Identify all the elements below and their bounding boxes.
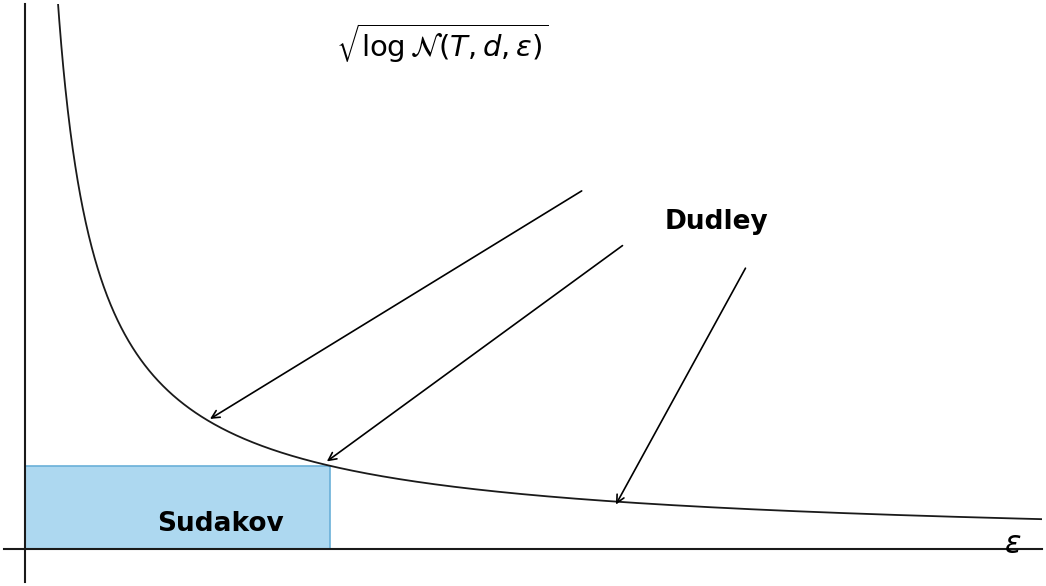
Text: $\varepsilon$: $\varepsilon$ xyxy=(1004,530,1021,558)
Text: Sudakov: Sudakov xyxy=(157,511,283,537)
Bar xyxy=(24,466,329,549)
Text: Dudley: Dudley xyxy=(664,209,768,235)
Text: $\sqrt{\log\mathcal{N}(T,d,\varepsilon)}$: $\sqrt{\log\mathcal{N}(T,d,\varepsilon)}… xyxy=(336,22,548,66)
